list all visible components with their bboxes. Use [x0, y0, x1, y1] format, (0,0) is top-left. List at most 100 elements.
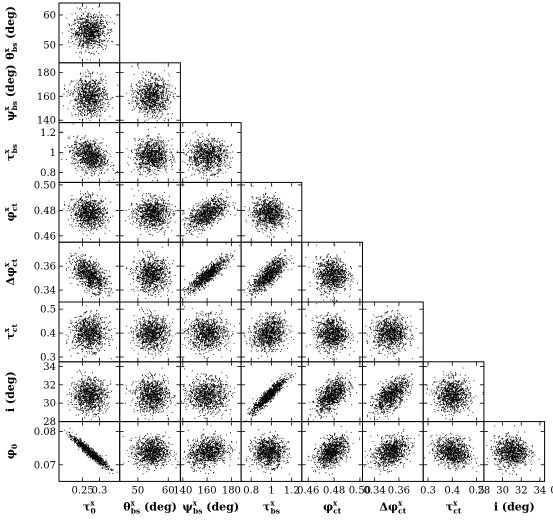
scatter-points: [425, 367, 484, 421]
panel-frame: [422, 421, 485, 482]
panel-tau_ct-vs-tau_bs: [240, 301, 303, 363]
y-tick-label: 0.50: [34, 180, 56, 191]
y-tick-label: 28: [43, 417, 56, 428]
x-tick-label: 0.8: [243, 485, 259, 496]
scatter-points: [126, 126, 180, 182]
y-tick-label: 0.34: [34, 286, 56, 297]
y-tick-label: 0.8: [40, 168, 56, 179]
y-tick-label: 0.48: [34, 206, 56, 217]
panel-i-vs-tau_ct: [422, 361, 485, 423]
scatter-points: [363, 429, 420, 475]
scatter-points: [182, 425, 241, 474]
x-axis-label-psi_bs: ψx bs (deg): [182, 498, 239, 515]
y-axis-label-tau_ct: τxct: [2, 324, 19, 340]
panel-dphi_ct-vs-phi_ct: [301, 241, 363, 303]
panel-phi_0-vs-psi_bs: [179, 421, 242, 482]
y-axis-label-phi_ct: φxct: [2, 203, 19, 222]
x-axis-label-tau_0: τx 0: [83, 498, 96, 515]
panel-i-vs-dphi_ct: [362, 361, 424, 423]
panel-phi_0-vs-tau_bs: [240, 421, 303, 482]
scatter-points: [181, 243, 241, 300]
y-axis-label-i: i (deg): [4, 371, 17, 412]
scatter-points: [244, 249, 294, 299]
panel-phi_ct-vs-tau_0: [58, 181, 121, 243]
x-tick-label: 0.3: [92, 485, 108, 496]
x-tick-label: 0.4: [444, 485, 460, 496]
panel-frame: [483, 421, 546, 482]
x-axis-label-dphi_ct: Δφx ct: [379, 498, 406, 515]
y-tick-label: 0.4: [40, 329, 56, 340]
x-tick-label: 0.5: [469, 485, 485, 496]
scatter-points: [305, 244, 358, 302]
y-tick-label: 0.36: [34, 262, 56, 273]
scatter-points: [181, 188, 238, 238]
scatter-points: [126, 246, 176, 299]
y-tick-label: 60: [43, 10, 56, 21]
scatter-points: [308, 369, 358, 421]
scatter-points: [365, 305, 419, 361]
panel-tau_bs-vs-theta_bs: [119, 122, 181, 183]
scatter-points: [244, 310, 294, 359]
panel-psi_bs-vs-tau_0: [58, 62, 121, 124]
y-axis-label-tau_bs: τxbs: [2, 144, 19, 161]
x-axis-label-phi_ct: φx ct: [323, 498, 342, 515]
x-tick-label: 32: [515, 485, 528, 496]
y-tick-label: 0.3: [40, 353, 56, 364]
scatter-points: [63, 64, 119, 121]
x-tick-label: 0.3: [420, 485, 436, 496]
panel-phi_0-vs-dphi_ct: [362, 421, 424, 482]
scatter-points: [367, 373, 414, 420]
x-tick-label: 28: [478, 485, 491, 496]
x-tick-label: 0.36: [388, 485, 410, 496]
panel-tau_ct-vs-theta_bs: [119, 301, 181, 363]
panel-frame: [119, 301, 181, 363]
x-tick-label: 160: [198, 485, 217, 496]
panel-tau_ct-vs-tau_0: [58, 301, 121, 363]
panel-tau_bs-vs-psi_bs: [179, 122, 242, 183]
x-tick-label: 140: [173, 485, 192, 496]
y-axis-label-dphi_ct: Δφxct: [2, 258, 19, 285]
panel-tau_ct-vs-dphi_ct: [362, 301, 424, 363]
y-tick-label: 140: [37, 116, 56, 127]
panel-frame: [301, 361, 363, 423]
panel-phi_0-vs-phi_ct: [301, 421, 363, 482]
panel-i-vs-tau_0: [58, 361, 121, 423]
panel-i-vs-phi_ct: [301, 361, 363, 423]
scatter-points: [125, 65, 176, 122]
x-tick-label: 0.34: [364, 485, 386, 496]
y-axis-label-psi_bs: ψxbs (deg): [2, 64, 19, 121]
scatter-points: [66, 369, 112, 421]
x-tick-label: 50: [132, 485, 145, 496]
x-axis-label-tau_ct: τx ct: [446, 498, 462, 515]
y-tick-label: 0.07: [34, 460, 56, 471]
panel-phi_0-vs-theta_bs: [119, 421, 181, 482]
scatter-points: [125, 367, 181, 421]
scatter-points: [244, 185, 297, 238]
y-tick-label: 180: [37, 68, 56, 79]
x-tick-label: 0.25: [71, 485, 93, 496]
panel-dphi_ct-vs-psi_bs: [179, 241, 242, 303]
y-tick-label: 0.46: [34, 231, 56, 242]
panel-dphi_ct-vs-tau_bs: [240, 241, 303, 303]
panel-dphi_ct-vs-tau_0: [58, 241, 121, 303]
panel-phi_0-vs-tau_0: [58, 421, 121, 482]
y-tick-label: 1.2: [40, 128, 56, 139]
scatter-points: [65, 247, 118, 303]
y-tick-label: 30: [43, 399, 56, 410]
panel-phi_0-vs-tau_ct: [422, 421, 485, 482]
panel-frame: [119, 361, 181, 423]
panel-i-vs-theta_bs: [119, 361, 181, 423]
x-tick-label: 30: [496, 485, 509, 496]
scatter-points: [63, 427, 119, 474]
panel-theta_bs-vs-tau_0: [58, 2, 121, 64]
y-axis-label-phi_0: φ0: [4, 444, 19, 459]
y-tick-label: 34: [43, 362, 56, 373]
x-tick-label: 34: [534, 485, 547, 496]
y-tick-label: 32: [43, 380, 56, 391]
panel-phi_ct-vs-tau_bs: [240, 181, 303, 243]
scatter-points: [65, 305, 118, 360]
x-tick-label: 0.46: [297, 485, 319, 496]
x-tick-label: 0.50: [349, 485, 371, 496]
scatter-points: [126, 307, 176, 362]
